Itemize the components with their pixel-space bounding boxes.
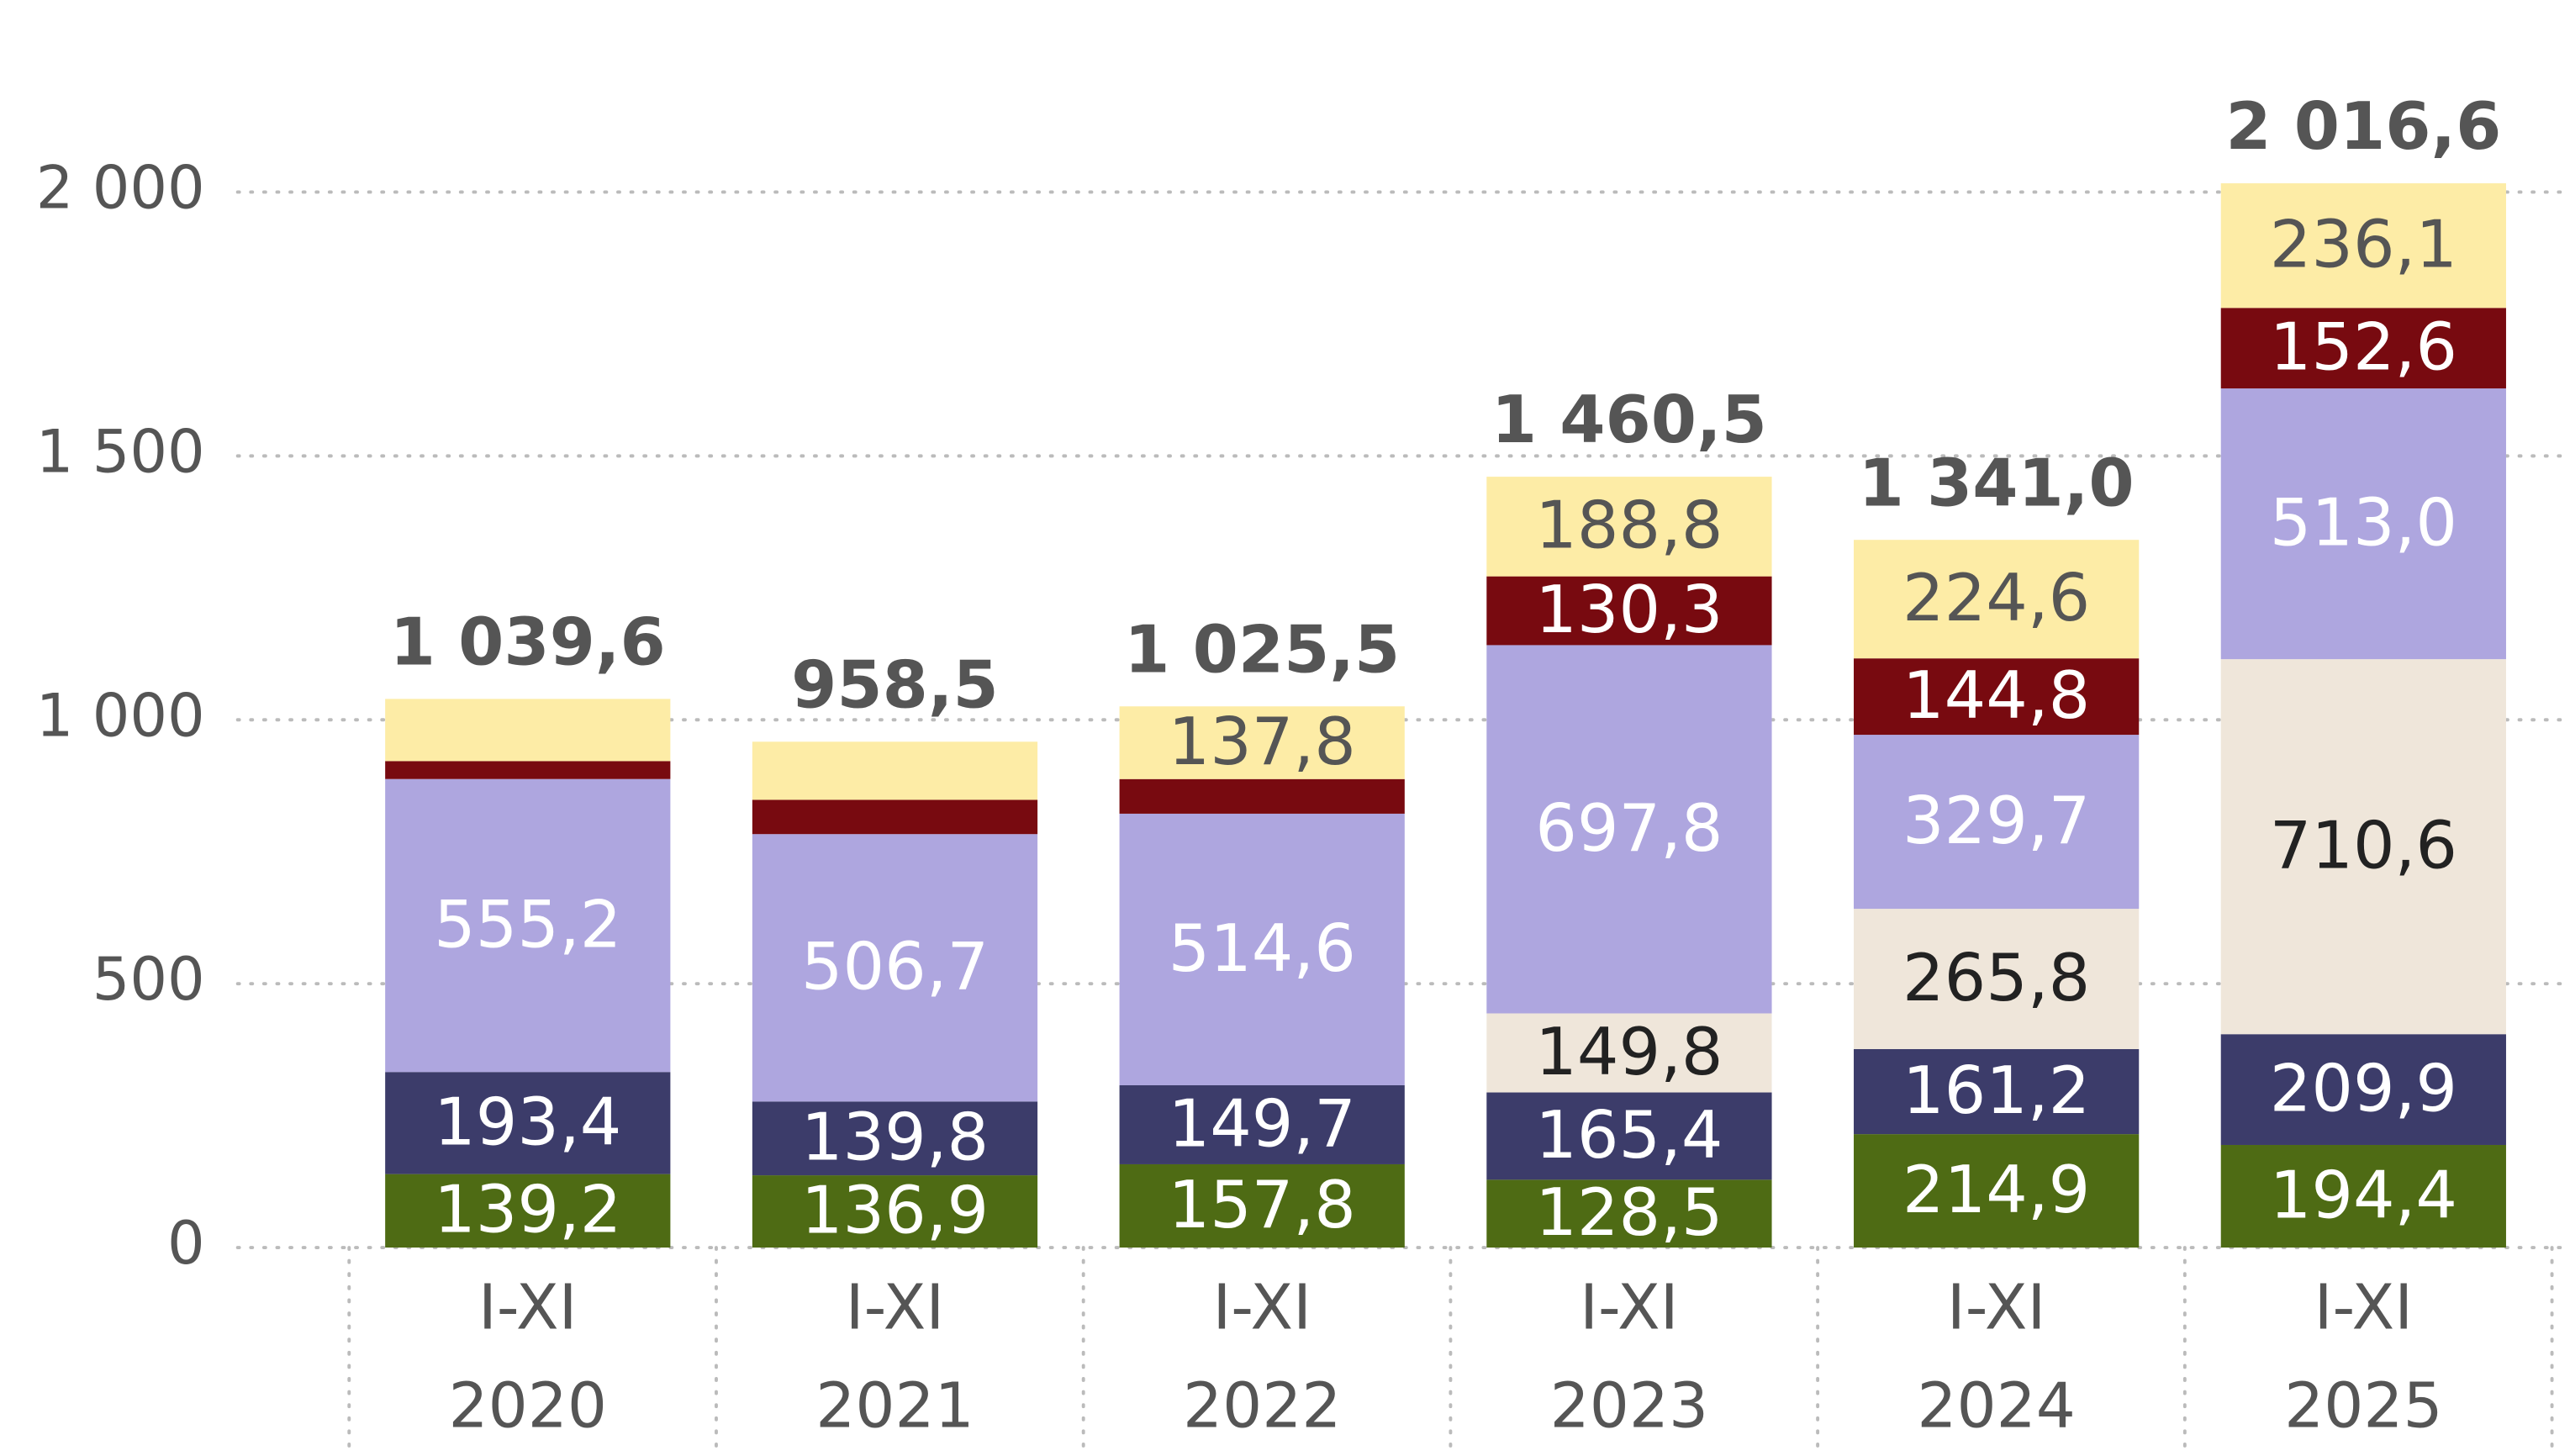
bar-segment [2220,183,2506,309]
value-label: 193,4 [434,1084,621,1160]
bar-segment [2220,659,2506,1035]
value-label: 555,2 [434,887,621,963]
total-label: 1 341,0 [1859,446,2135,521]
bar-segment [2220,308,2506,389]
bar-segment [2220,1144,2506,1248]
bar-segment [1486,1013,1772,1093]
x-tick-label: I-XI [2314,1272,2413,1344]
value-label: 265,8 [1902,941,2090,1016]
x-tick-label: I-XI [846,1272,944,1344]
total-label: 1 025,5 [1124,612,1400,688]
x-tick-label: 2021 [815,1370,974,1443]
total-label: 2 016,6 [2225,89,2501,165]
bar-segment [1854,1048,2140,1135]
bar-segment [752,1175,1038,1248]
x-tick-label: I-XI [1212,1272,1311,1344]
x-tick-label: I-XI [1947,1272,2045,1344]
value-label: 224,6 [1902,561,2090,636]
y-tick-label: 1 000 [36,681,205,750]
x-tick-label: 2025 [2284,1370,2443,1443]
value-label: 188,8 [1535,488,1723,564]
y-tick-label: 2 000 [36,154,205,223]
value-label: 139,2 [434,1173,621,1248]
bar-segment [752,834,1038,1102]
value-label: 514,6 [1169,911,1356,987]
bar-segment [1854,735,2140,910]
value-label: 329,7 [1902,783,2090,859]
total-label: 1 460,5 [1491,382,1767,458]
value-label: 149,8 [1535,1015,1723,1090]
bar-segment [1119,778,1405,814]
value-label: 152,6 [2270,310,2457,386]
bar-segment [2220,1034,2506,1145]
bar-segment [385,1174,671,1248]
bar-segment [1119,1084,1405,1164]
bar-segment [1119,1163,1405,1248]
bar-segment [385,778,671,1073]
value-label: 194,4 [2270,1158,2457,1233]
x-tick-label: I-XI [478,1272,577,1344]
y-tick-label: 0 [167,1209,205,1278]
value-label: 139,8 [801,1100,989,1176]
value-label: 165,4 [1535,1098,1723,1174]
value-label: 149,7 [1169,1086,1356,1162]
bar-segment [385,699,671,762]
x-tick-label: 2020 [449,1370,608,1443]
bar-segment [1486,645,1772,1014]
bar-segment [2220,388,2506,660]
bar-segment [752,799,1038,835]
value-label: 506,7 [801,930,989,1005]
bar-segment [385,761,671,779]
value-label: 209,9 [2270,1051,2457,1126]
value-label: 161,2 [1902,1053,2090,1129]
value-label: 136,9 [801,1173,989,1248]
x-tick-label: 2023 [1550,1370,1709,1443]
value-label: 128,5 [1535,1175,1723,1251]
bar-segment [1486,477,1772,577]
bar-segment [1854,1134,2140,1248]
bar-segment [385,1072,671,1174]
y-tick-label: 1 500 [36,417,205,486]
bar-segment [1486,1092,1772,1180]
x-tick-label: 2022 [1183,1370,1342,1443]
x-tick-label: I-XI [1580,1272,1678,1344]
value-label: 157,8 [1169,1168,1356,1243]
value-label: 214,9 [1902,1153,2090,1228]
bar-segment [1119,813,1405,1085]
y-tick-label: 500 [92,945,205,1014]
total-label: 1 039,6 [390,604,666,680]
bar-segment [752,741,1038,800]
bar-segment [1486,1179,1772,1248]
value-label: 144,8 [1902,658,2090,734]
total-label: 958,5 [791,647,999,723]
bar-segment [1854,540,2140,659]
value-label: 513,0 [2270,485,2457,561]
value-label: 137,8 [1169,704,1356,780]
value-label: 697,8 [1535,791,1723,867]
bar-segment [1854,909,2140,1049]
bar-segment [1486,576,1772,646]
bar-segment [1854,658,2140,736]
bar-segment [1119,706,1405,779]
value-label: 710,6 [2270,809,2457,884]
bar-segment [752,1101,1038,1176]
value-label: 130,3 [1535,572,1723,648]
value-label: 236,1 [2270,208,2457,283]
x-tick-label: 2024 [1917,1370,2076,1443]
